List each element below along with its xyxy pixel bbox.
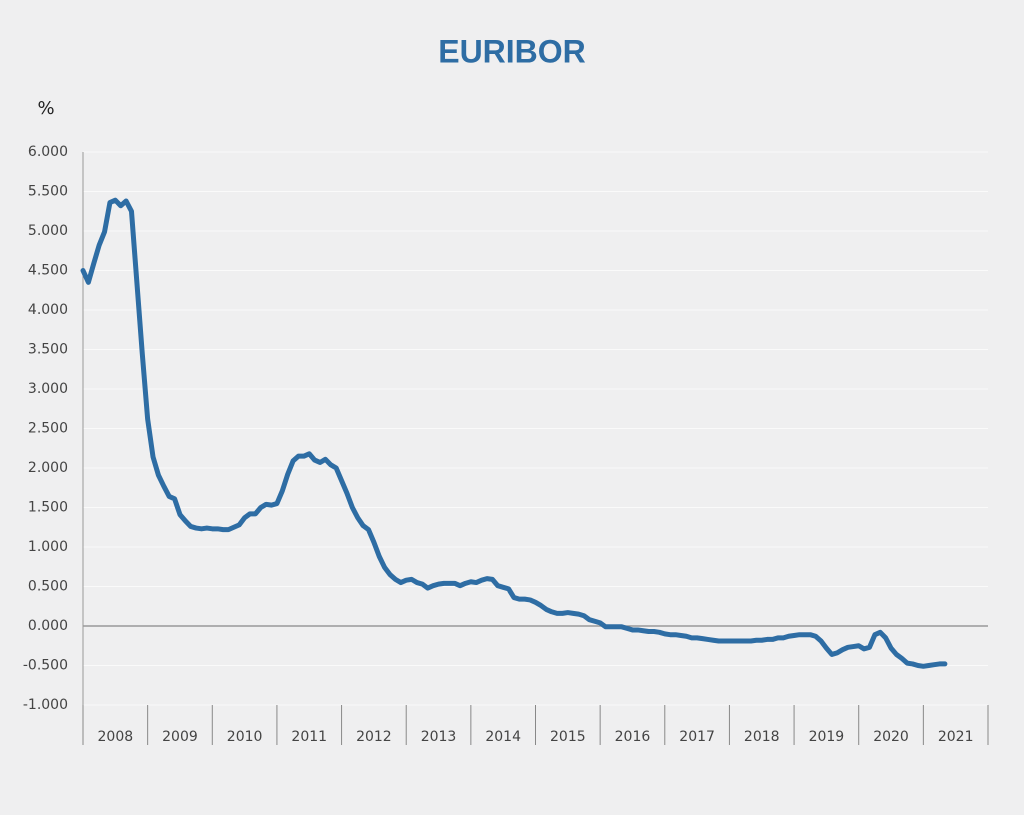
x-tick-label: 2018 [744, 729, 780, 745]
x-tick-label: 2009 [162, 729, 198, 745]
y-tick-label: -0.500 [23, 658, 68, 674]
y-axis-label: % [37, 98, 54, 119]
x-tick-label: 2017 [679, 729, 715, 745]
x-tick-label: 2015 [550, 729, 586, 745]
x-tick-label: 2011 [291, 729, 327, 745]
x-tick-label: 2020 [873, 729, 909, 745]
y-tick-label: 5.000 [28, 223, 68, 239]
x-tick-label: 2012 [356, 729, 392, 745]
y-tick-label: 5.500 [28, 184, 68, 200]
y-tick-label: 0.500 [28, 579, 68, 595]
y-tick-label: -1.000 [23, 697, 68, 713]
y-tick-label: 1.000 [28, 539, 68, 555]
y-tick-label: 4.500 [28, 263, 68, 279]
x-tick-label: 2013 [421, 729, 457, 745]
x-tick-label: 2008 [98, 729, 134, 745]
x-tick-label: 2016 [615, 729, 651, 745]
y-tick-label: 3.000 [28, 381, 68, 397]
chart-title: EURIBOR [438, 33, 586, 69]
y-tick-label: 0.000 [28, 618, 68, 634]
x-tick-label: 2019 [809, 729, 845, 745]
x-tick-label: 2014 [485, 729, 521, 745]
y-tick-label: 4.000 [28, 302, 68, 318]
line-series [80, 197, 948, 669]
y-tick-label: 2.000 [28, 460, 68, 476]
x-tick-label: 2021 [938, 729, 974, 745]
y-tick-label: 6.000 [28, 144, 68, 160]
y-tick-label: 3.500 [28, 342, 68, 358]
x-tick-label: 2010 [227, 729, 263, 745]
y-tick-label: 2.500 [28, 421, 68, 437]
y-tick-label: 1.500 [28, 500, 68, 516]
